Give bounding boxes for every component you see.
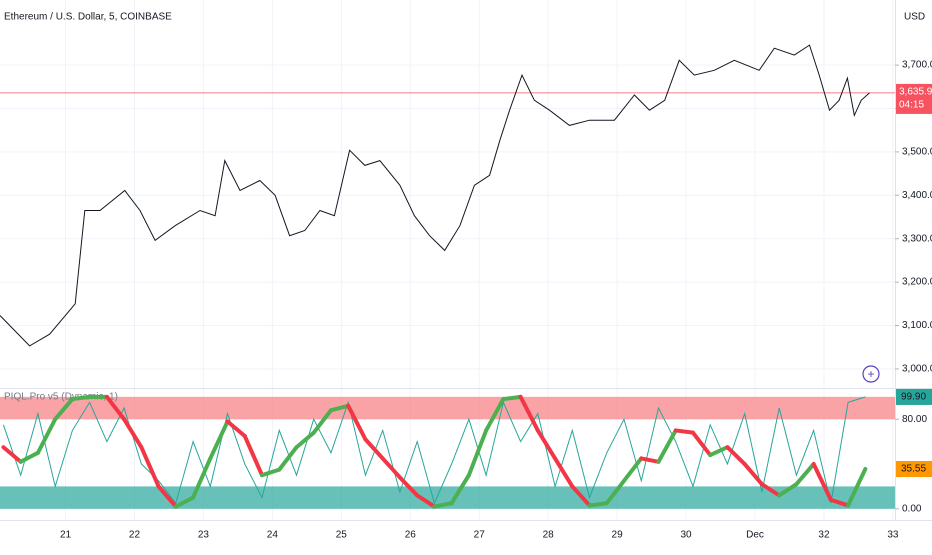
oscillator-segment	[173, 495, 196, 509]
oscillator-segment	[242, 434, 265, 478]
chart-title: Ethereum / U.S. Dollar, 5, COINBASE	[4, 12, 172, 23]
oscillator-segment	[156, 484, 178, 509]
y-tick-label: 3,400.00	[902, 190, 932, 201]
oscillator-segment	[656, 428, 678, 464]
y-tick-label: 3,500.00	[902, 147, 932, 158]
oscillator-segment	[673, 428, 695, 435]
y-tick-label: 3,300.00	[902, 233, 932, 244]
oscillator-segment	[846, 466, 868, 508]
oscillator-segment	[777, 482, 799, 498]
oscillator-segment	[587, 501, 609, 508]
oscillator-segment	[742, 462, 764, 487]
y-tick-label: 0.00	[902, 503, 922, 514]
oscillator-segment	[18, 450, 40, 464]
oscillator-segment	[53, 397, 75, 422]
x-tick-label: 23	[198, 530, 210, 541]
oscillator-segment	[432, 501, 454, 509]
oscillator-segment	[277, 445, 299, 472]
oscillator-segment	[708, 445, 730, 458]
oscillator-segment	[35, 417, 58, 455]
oscillator-segment	[725, 445, 747, 467]
value-tag	[896, 388, 932, 405]
y-tick-label: 80.00	[902, 414, 927, 425]
x-tick-label: 22	[129, 530, 141, 541]
oscillator-segment	[208, 419, 230, 461]
y-unit: USD	[904, 12, 925, 23]
value-tag-label: 99.90	[901, 392, 926, 403]
oscillator-segment	[501, 394, 523, 402]
oscillator-segment	[484, 397, 506, 433]
oscillator-segment	[363, 437, 385, 461]
oscillator-segment	[70, 394, 92, 402]
x-tick-label: 26	[405, 530, 417, 541]
oscillator-segment	[639, 456, 661, 464]
oscillator-segment	[139, 445, 161, 489]
x-tick-label: 27	[474, 530, 486, 541]
oscillator-segment	[622, 456, 644, 483]
oscillator-segment	[518, 394, 540, 433]
x-tick-label: 28	[543, 530, 555, 541]
x-tick-label: 29	[612, 530, 624, 541]
oscillator-segment	[690, 430, 713, 458]
oscillator-segment	[449, 473, 471, 506]
oscillator-segment	[1, 445, 23, 464]
y-tick-label: 3,100.00	[902, 320, 932, 331]
oscillator-segment	[794, 462, 816, 487]
oscillator-segment	[311, 408, 333, 435]
oscillator-segment	[828, 497, 851, 508]
oscillator-segment	[535, 428, 558, 461]
add-icon: +	[867, 367, 874, 381]
oscillator-segment	[811, 462, 833, 502]
oscillator-segment	[191, 456, 213, 500]
oscillator-segment	[397, 475, 420, 498]
oscillator-segment	[122, 417, 144, 450]
oscillator-segment	[104, 394, 127, 422]
countdown-label: 04:15	[899, 100, 924, 111]
x-tick-label: 30	[681, 530, 693, 541]
y-tick-label: 3,700.00	[902, 60, 932, 71]
oscillator-segment	[260, 467, 282, 478]
oscillator-segment	[225, 419, 247, 439]
indicator-title: PIQL.Pro v5 (Dynamic, 1)	[4, 392, 118, 403]
oscillator-segment	[570, 484, 592, 508]
price-line	[0, 44, 870, 347]
oscillator-segment	[380, 456, 402, 480]
y-tick-label: 3,000.00	[902, 364, 932, 375]
x-tick-label: 25	[336, 530, 348, 541]
x-tick-label: Dec	[746, 530, 764, 541]
zone-band	[0, 396, 895, 420]
oscillator-segment	[759, 482, 782, 498]
oscillator-segment	[466, 428, 489, 478]
x-tick-label: 32	[818, 530, 830, 541]
zone-band	[0, 486, 895, 509]
add-button[interactable]	[862, 365, 880, 383]
oscillator-segment	[415, 493, 437, 509]
oscillator-segment	[294, 430, 316, 450]
oscillator-segment	[328, 403, 351, 413]
oscillator-segment	[604, 478, 627, 506]
value-tag	[896, 460, 932, 477]
x-tick-label: 33	[887, 530, 899, 541]
price-tag-label: 3,635.94	[899, 87, 932, 98]
y-tick-label: 3,200.00	[902, 277, 932, 288]
x-tick-label: 24	[267, 530, 279, 541]
oscillator-segment	[553, 456, 575, 489]
x-tick-label: 21	[60, 530, 72, 541]
value-tag-label: 35.55	[901, 464, 926, 475]
price-tag	[896, 83, 932, 114]
oscillator-segment	[346, 403, 368, 442]
